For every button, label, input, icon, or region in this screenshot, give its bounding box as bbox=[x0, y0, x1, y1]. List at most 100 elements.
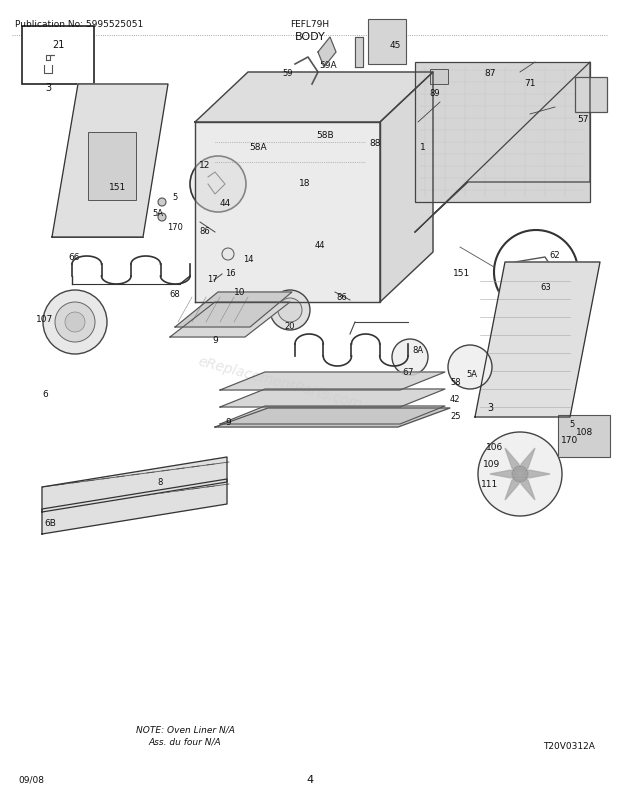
Text: 12: 12 bbox=[198, 160, 210, 169]
Circle shape bbox=[278, 298, 302, 322]
Text: Publication No: 5995525051: Publication No: 5995525051 bbox=[15, 20, 143, 29]
Text: 87: 87 bbox=[484, 68, 496, 78]
Text: 58B: 58B bbox=[316, 131, 334, 140]
Polygon shape bbox=[195, 123, 380, 302]
Text: 6: 6 bbox=[42, 390, 48, 399]
Polygon shape bbox=[42, 457, 227, 512]
Polygon shape bbox=[475, 263, 600, 418]
Circle shape bbox=[158, 214, 166, 221]
Text: 86: 86 bbox=[200, 226, 210, 235]
Text: 151: 151 bbox=[109, 184, 126, 192]
Text: 88: 88 bbox=[370, 138, 381, 148]
Polygon shape bbox=[380, 73, 433, 302]
Text: 09/08: 09/08 bbox=[18, 775, 44, 784]
Text: 107: 107 bbox=[36, 315, 53, 324]
Bar bbox=[22, 27, 94, 85]
Polygon shape bbox=[520, 471, 550, 478]
Polygon shape bbox=[195, 73, 433, 123]
Text: 63: 63 bbox=[541, 282, 551, 291]
Text: 20: 20 bbox=[285, 322, 295, 331]
Text: 89: 89 bbox=[430, 88, 440, 97]
Circle shape bbox=[65, 313, 85, 333]
Bar bbox=[415, 63, 590, 203]
Text: 42: 42 bbox=[450, 395, 461, 404]
Text: 58A: 58A bbox=[249, 144, 267, 152]
Text: 25: 25 bbox=[450, 412, 461, 421]
Polygon shape bbox=[175, 293, 292, 327]
Text: eReplacementParts.com: eReplacementParts.com bbox=[197, 354, 364, 411]
Text: 59A: 59A bbox=[319, 60, 337, 70]
Text: 59: 59 bbox=[283, 68, 293, 78]
Text: 66: 66 bbox=[68, 253, 79, 262]
Text: 111: 111 bbox=[481, 480, 498, 489]
Circle shape bbox=[270, 290, 310, 330]
Text: 21: 21 bbox=[52, 40, 64, 50]
Text: 67: 67 bbox=[402, 368, 414, 377]
Polygon shape bbox=[318, 38, 336, 68]
Text: 1: 1 bbox=[420, 144, 426, 152]
Polygon shape bbox=[490, 471, 520, 478]
Text: 108: 108 bbox=[577, 428, 593, 437]
Bar bbox=[575, 78, 607, 113]
Circle shape bbox=[222, 249, 234, 261]
Text: 68: 68 bbox=[170, 290, 180, 299]
Text: 109: 109 bbox=[483, 460, 500, 469]
Polygon shape bbox=[170, 302, 290, 338]
Text: 9: 9 bbox=[212, 336, 218, 345]
Text: 170: 170 bbox=[561, 436, 578, 445]
Polygon shape bbox=[220, 407, 445, 424]
Text: 18: 18 bbox=[299, 178, 311, 187]
Text: 44: 44 bbox=[315, 241, 326, 249]
Text: 16: 16 bbox=[224, 268, 236, 277]
Text: Ass. du four N/A: Ass. du four N/A bbox=[149, 737, 221, 746]
Polygon shape bbox=[415, 63, 590, 233]
Text: 57: 57 bbox=[577, 115, 588, 124]
Circle shape bbox=[512, 467, 528, 482]
Text: 170: 170 bbox=[167, 223, 183, 233]
Text: 10: 10 bbox=[234, 288, 246, 297]
Circle shape bbox=[43, 290, 107, 354]
Text: 151: 151 bbox=[453, 268, 470, 277]
Text: T20V0312A: T20V0312A bbox=[543, 741, 595, 750]
Text: 5: 5 bbox=[569, 420, 575, 429]
Circle shape bbox=[392, 339, 428, 375]
Circle shape bbox=[478, 432, 562, 516]
Bar bbox=[368, 20, 406, 65]
Polygon shape bbox=[355, 38, 363, 68]
Text: 8: 8 bbox=[157, 478, 162, 487]
Text: 6B: 6B bbox=[44, 518, 56, 527]
Text: 106: 106 bbox=[485, 443, 503, 452]
Polygon shape bbox=[52, 85, 168, 237]
Text: 62: 62 bbox=[550, 250, 560, 259]
Circle shape bbox=[563, 419, 573, 429]
Polygon shape bbox=[520, 475, 535, 500]
Circle shape bbox=[494, 231, 578, 314]
Text: 5A: 5A bbox=[153, 209, 164, 217]
Text: 5: 5 bbox=[172, 193, 177, 202]
Bar bbox=[430, 70, 448, 85]
Text: 8A: 8A bbox=[412, 346, 423, 355]
Text: 14: 14 bbox=[243, 255, 253, 264]
Text: BODY: BODY bbox=[294, 32, 326, 42]
Polygon shape bbox=[42, 480, 227, 534]
Bar bbox=[558, 415, 610, 457]
Text: 86: 86 bbox=[337, 294, 347, 302]
Text: 58: 58 bbox=[450, 378, 461, 387]
Polygon shape bbox=[505, 475, 520, 500]
Circle shape bbox=[55, 302, 95, 342]
Circle shape bbox=[448, 346, 492, 390]
Text: FEFL79H: FEFL79H bbox=[290, 20, 330, 29]
Polygon shape bbox=[215, 408, 450, 427]
Text: 9: 9 bbox=[225, 418, 231, 427]
Text: 4: 4 bbox=[306, 774, 314, 784]
Text: 3: 3 bbox=[487, 403, 493, 412]
Polygon shape bbox=[505, 448, 520, 475]
Polygon shape bbox=[220, 373, 445, 391]
Circle shape bbox=[190, 157, 246, 213]
Text: 71: 71 bbox=[525, 79, 536, 87]
Text: NOTE: Oven Liner N/A: NOTE: Oven Liner N/A bbox=[136, 725, 234, 734]
Circle shape bbox=[158, 199, 166, 207]
Polygon shape bbox=[220, 390, 445, 407]
Text: 17: 17 bbox=[206, 275, 218, 284]
Text: 3: 3 bbox=[45, 83, 51, 93]
